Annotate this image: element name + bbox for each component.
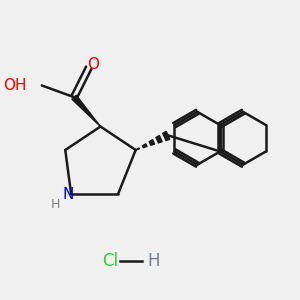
Polygon shape xyxy=(136,148,140,150)
Text: N: N xyxy=(62,187,74,202)
Text: H: H xyxy=(147,253,160,271)
Polygon shape xyxy=(149,140,154,145)
Polygon shape xyxy=(72,95,100,127)
Polygon shape xyxy=(156,136,162,143)
Polygon shape xyxy=(163,131,170,140)
Text: Cl: Cl xyxy=(102,253,118,271)
Polygon shape xyxy=(142,144,147,148)
Text: H: H xyxy=(50,198,60,211)
Text: O: O xyxy=(87,57,99,72)
Text: OH: OH xyxy=(4,78,27,93)
